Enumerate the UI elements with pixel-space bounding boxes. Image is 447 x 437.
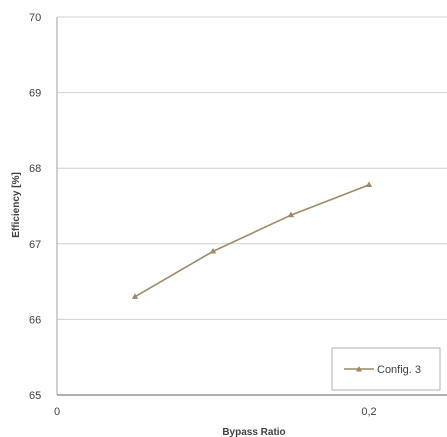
y-tick-labels: 65 66 67 68 69 70 — [29, 12, 41, 402]
y-tick-label: 70 — [29, 12, 41, 24]
x-tick-labels: 0 0,2 — [54, 406, 377, 418]
legend: Config. 3 — [331, 347, 441, 391]
legend-marker-swatch — [356, 366, 362, 372]
x-tick-label: 0 — [54, 406, 60, 418]
y-axis-title: Efficiency [%] — [11, 172, 22, 238]
x-axis-title: Bypass Ratio — [222, 427, 285, 437]
data-point — [365, 181, 373, 188]
series-line-0 — [134, 184, 370, 298]
y-tick-label: 68 — [29, 163, 41, 175]
legend-entry-config-3: Config. 3 — [377, 364, 421, 376]
y-tick-label: 67 — [29, 239, 41, 251]
y-tick-label: 65 — [29, 390, 41, 402]
x-tick-label: 0,2 — [361, 406, 376, 418]
data-point — [131, 293, 139, 299]
data-point — [287, 211, 295, 218]
data-point — [209, 247, 217, 254]
y-tick-label: 69 — [29, 88, 41, 100]
series-layer — [131, 181, 373, 299]
y-tick-label: 66 — [29, 314, 41, 326]
gridlines — [57, 16, 447, 320]
axes — [56, 17, 447, 396]
